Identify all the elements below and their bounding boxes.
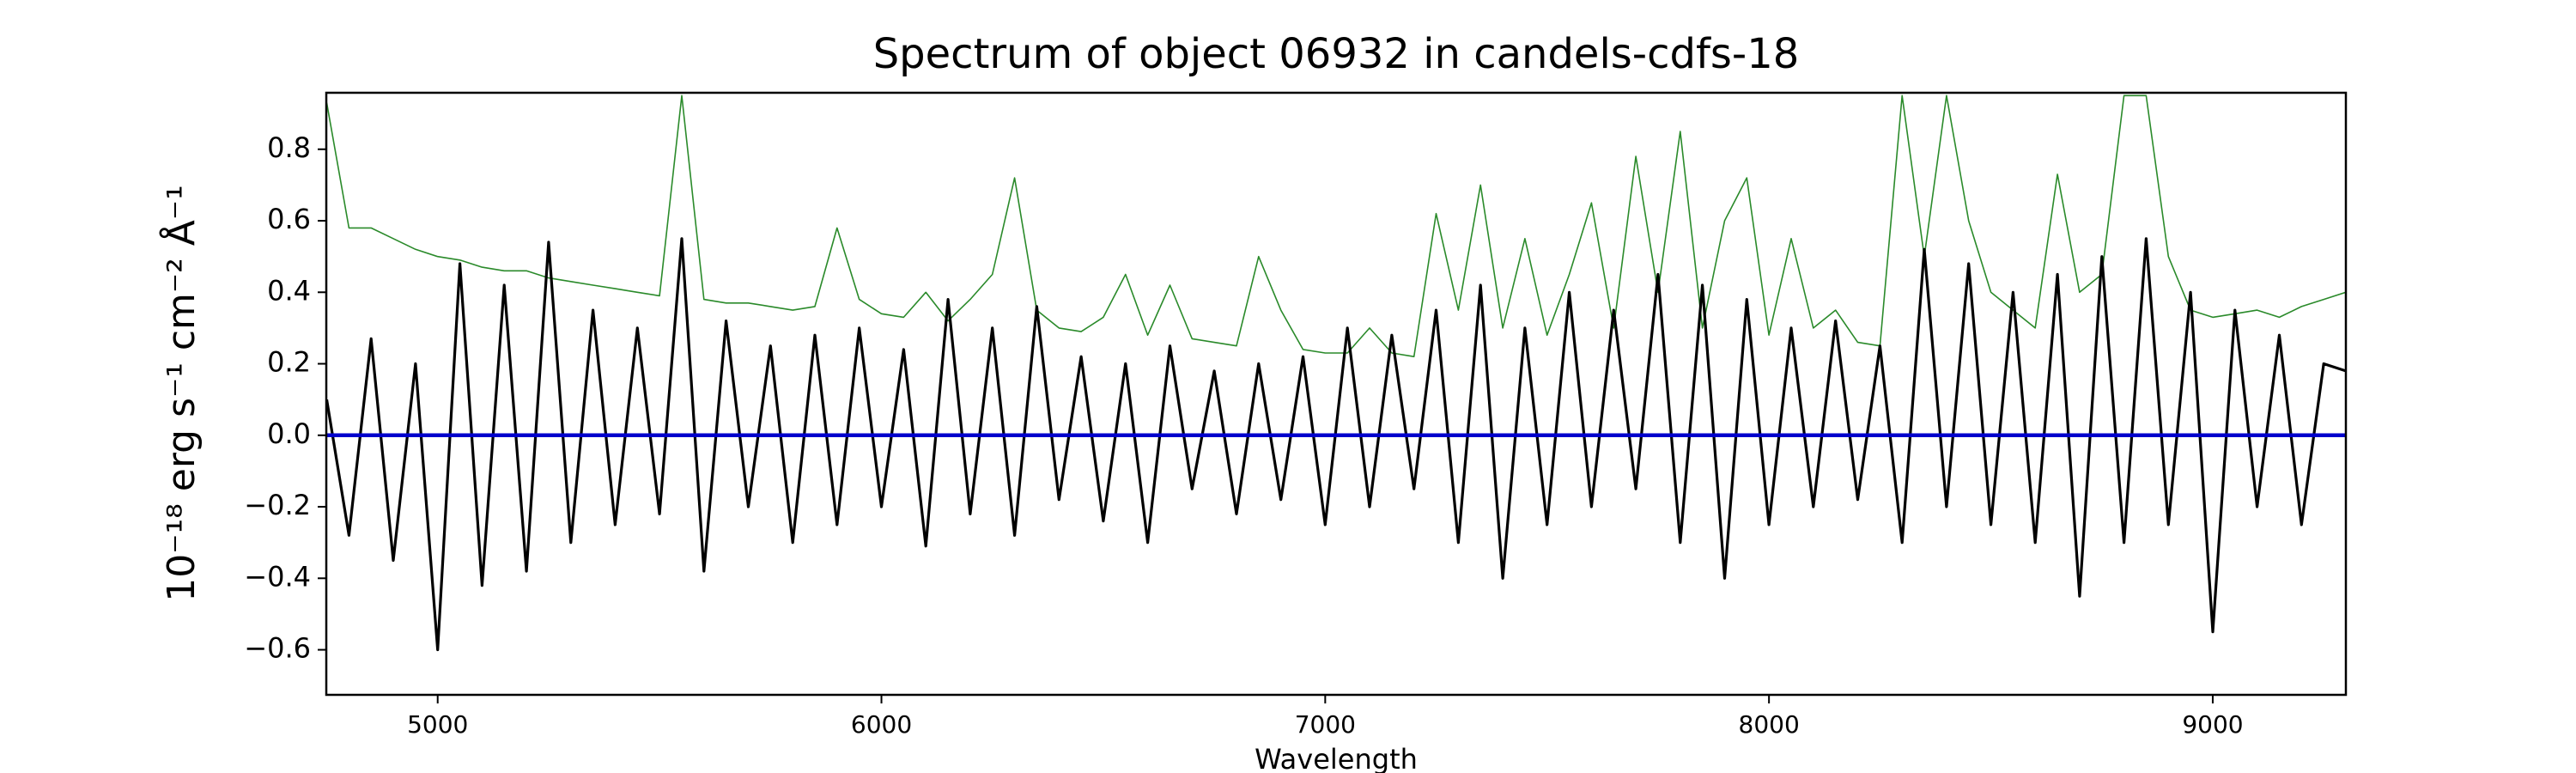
chart-title: Spectrum of object 06932 in candels-cdfs… <box>873 30 1800 78</box>
x-tick-label: 9000 <box>2182 710 2243 739</box>
y-axis-label: 10⁻¹⁸ erg s⁻¹ cm⁻² Å⁻¹ <box>158 185 204 601</box>
x-axis-label: Wavelength <box>1255 743 1418 773</box>
y-tick-label: −0.2 <box>244 489 311 521</box>
y-tick-label: 0.8 <box>267 131 311 164</box>
y-tick-label: 0.2 <box>267 346 311 379</box>
x-tick-label: 7000 <box>1295 710 1356 739</box>
y-tick-label: 0.0 <box>267 417 311 450</box>
y-tick-label: 0.4 <box>267 274 311 307</box>
x-tick-label: 8000 <box>1739 710 1800 739</box>
y-tick-label: 0.6 <box>267 203 311 235</box>
plot-area <box>326 94 2346 652</box>
y-tick-label: −0.4 <box>244 560 311 593</box>
x-tick-label: 5000 <box>407 710 468 739</box>
x-tick-label: 6000 <box>851 710 912 739</box>
spectrum-line <box>326 94 2346 357</box>
spectrum-line <box>326 237 2346 652</box>
y-tick-label: −0.6 <box>244 632 311 665</box>
axes-frame <box>325 91 2348 697</box>
